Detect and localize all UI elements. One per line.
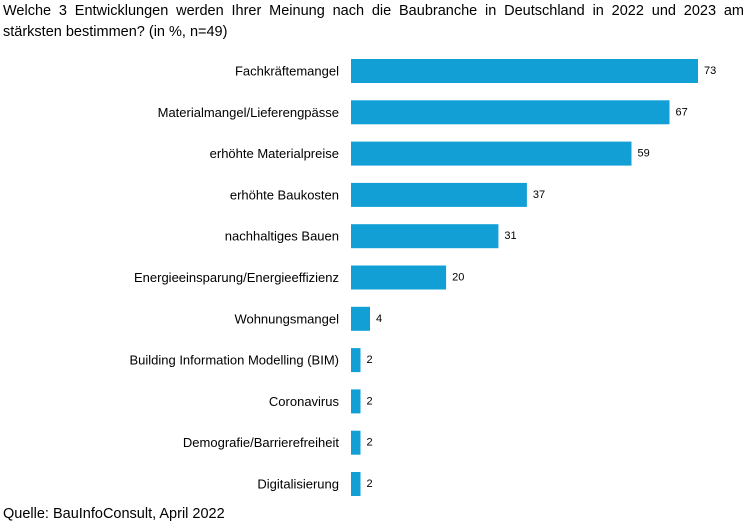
category-label: erhöhte Materialpreise [210, 146, 339, 161]
category-label: Materialmangel/Lieferengpässe [158, 105, 339, 120]
bar [351, 182, 527, 207]
value-label: 59 [638, 148, 650, 160]
category-label: Energieeinsparung/Energieeffizienz [134, 270, 339, 285]
value-label: 2 [367, 395, 373, 407]
bar [351, 224, 499, 249]
bar [351, 348, 361, 373]
bar [351, 472, 361, 496]
bar [351, 141, 632, 166]
category-label: Coronavirus [269, 394, 340, 409]
value-label: 73 [704, 65, 716, 77]
category-label: Building Information Modelling (BIM) [129, 353, 339, 368]
category-label: nachhaltiges Bauen [225, 229, 339, 244]
chart-title: Welche 3 Entwicklungen werden Ihrer Mein… [3, 3, 744, 40]
bar [351, 100, 670, 125]
category-label: Wohnungsmangel [234, 311, 339, 326]
value-label: 67 [676, 106, 688, 118]
bar [351, 430, 361, 455]
source-note: Quelle: BauInfoConsult, April 2022 [3, 506, 225, 522]
category-label: Fachkräftemangel [235, 64, 339, 79]
value-label: 4 [376, 313, 382, 325]
category-label: Digitalisierung [257, 477, 339, 492]
bar [351, 389, 361, 414]
value-label: 37 [533, 189, 545, 201]
value-label: 2 [367, 354, 373, 366]
value-label: 2 [367, 478, 373, 490]
value-label: 20 [452, 272, 464, 284]
value-label: 2 [367, 437, 373, 449]
bar [351, 306, 370, 331]
value-label: 31 [504, 230, 516, 242]
category-label: Demografie/Barrierefreiheit [183, 435, 339, 450]
bar [351, 265, 447, 290]
bar [351, 59, 698, 83]
category-label: erhöhte Baukosten [230, 187, 339, 202]
